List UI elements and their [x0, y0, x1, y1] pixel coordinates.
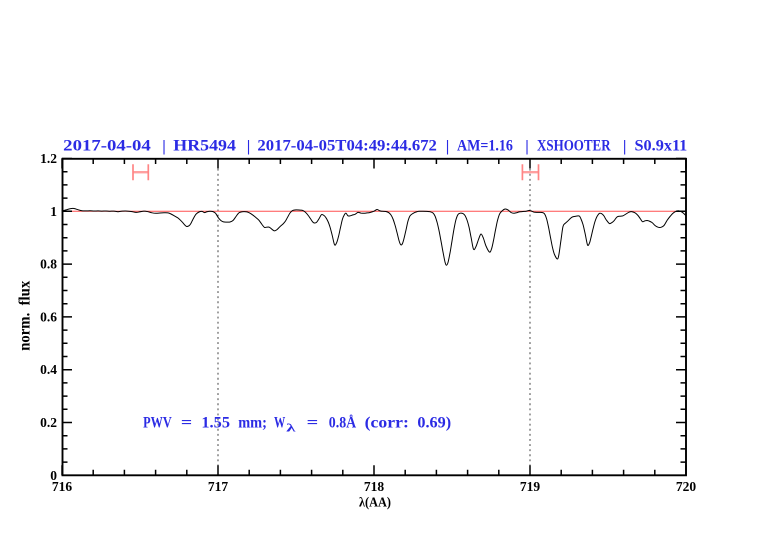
svg-text:λ(AA): λ(AA) — [359, 496, 391, 511]
svg-text:|: | — [162, 138, 166, 155]
svg-text:HR5494: HR5494 — [173, 138, 236, 155]
svg-text:S0.9x11: S0.9x11 — [635, 138, 688, 155]
svg-text:AM=1.16: AM=1.16 — [457, 138, 513, 155]
svg-text:0: 0 — [50, 468, 57, 483]
svg-text:2017-04-04: 2017-04-04 — [63, 138, 151, 155]
svg-text:720: 720 — [676, 479, 697, 494]
svg-text:0.8: 0.8 — [40, 257, 57, 272]
svg-text:|: | — [247, 138, 251, 155]
svg-text:W: W — [274, 414, 285, 431]
svg-text:(corr:: (corr: — [365, 414, 409, 431]
svg-text:718: 718 — [364, 479, 385, 494]
svg-text:0.8Å: 0.8Å — [329, 413, 357, 431]
svg-text:1.2: 1.2 — [40, 151, 57, 166]
svg-text:λ: λ — [286, 420, 295, 434]
svg-text:716: 716 — [52, 479, 73, 494]
svg-text:0.69): 0.69) — [417, 414, 451, 431]
svg-text:=: = — [307, 414, 319, 431]
svg-text:1.55: 1.55 — [201, 414, 230, 431]
svg-text:0.4: 0.4 — [40, 362, 57, 377]
svg-text:2017-04-05T04:49:44.672: 2017-04-05T04:49:44.672 — [257, 138, 437, 155]
svg-text:1: 1 — [50, 204, 57, 219]
svg-text:|: | — [446, 138, 450, 155]
svg-text:719: 719 — [520, 479, 541, 494]
svg-text:mm;: mm; — [238, 414, 267, 431]
svg-text:|: | — [525, 138, 529, 155]
svg-text:norm. flux: norm. flux — [17, 281, 34, 351]
svg-text:717: 717 — [208, 479, 229, 494]
svg-text:PWV: PWV — [143, 414, 172, 431]
svg-text:=: = — [181, 414, 192, 431]
svg-text:0.6: 0.6 — [40, 309, 57, 324]
svg-text:|: | — [623, 138, 627, 155]
svg-text:XSHOOTER: XSHOOTER — [537, 138, 611, 155]
svg-text:0.2: 0.2 — [40, 415, 57, 430]
